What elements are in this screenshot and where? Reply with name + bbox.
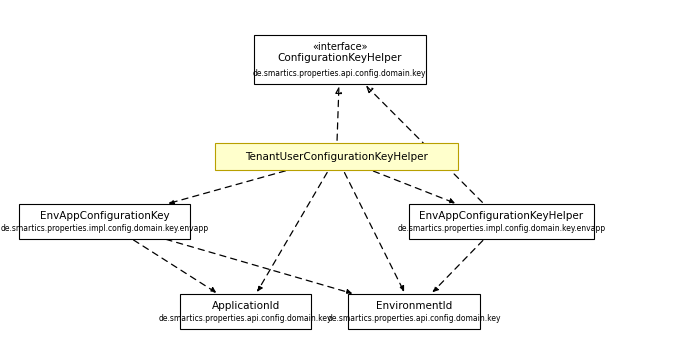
Text: de.smartics.properties.impl.config.domain.key.envapp: de.smartics.properties.impl.config.domai… bbox=[0, 224, 209, 233]
FancyBboxPatch shape bbox=[254, 35, 425, 84]
Text: EnvAppConfigurationKeyHelper: EnvAppConfigurationKeyHelper bbox=[419, 211, 583, 221]
Text: de.smartics.properties.api.config.domain.key: de.smartics.properties.api.config.domain… bbox=[327, 314, 501, 323]
Text: de.smartics.properties.api.config.domain.key: de.smartics.properties.api.config.domain… bbox=[159, 314, 332, 323]
FancyBboxPatch shape bbox=[180, 294, 311, 328]
Text: de.smartics.properties.api.config.domain.key: de.smartics.properties.api.config.domain… bbox=[253, 69, 427, 78]
Text: ConfigurationKeyHelper: ConfigurationKeyHelper bbox=[278, 53, 402, 63]
Text: de.smartics.properties.impl.config.domain.key.envapp: de.smartics.properties.impl.config.domai… bbox=[397, 224, 606, 233]
Text: EnvAppConfigurationKey: EnvAppConfigurationKey bbox=[40, 211, 169, 221]
Text: TenantUserConfigurationKeyHelper: TenantUserConfigurationKeyHelper bbox=[245, 152, 428, 162]
Text: ApplicationId: ApplicationId bbox=[211, 301, 280, 311]
Text: EnvironmentId: EnvironmentId bbox=[376, 301, 452, 311]
FancyBboxPatch shape bbox=[409, 204, 594, 238]
FancyBboxPatch shape bbox=[215, 143, 458, 170]
FancyBboxPatch shape bbox=[349, 294, 479, 328]
Text: «interface»: «interface» bbox=[312, 42, 367, 52]
FancyBboxPatch shape bbox=[18, 204, 190, 238]
